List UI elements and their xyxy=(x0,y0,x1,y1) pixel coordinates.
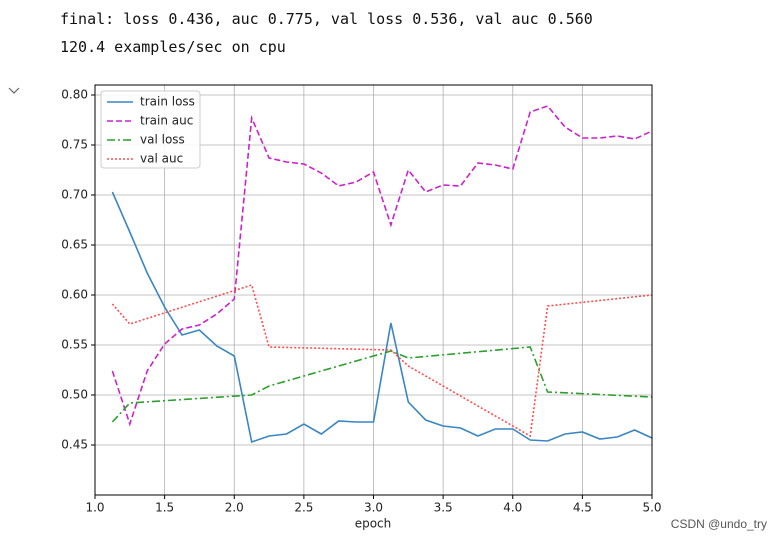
output-line: 120.4 examples/sec on cpu xyxy=(60,38,286,56)
output-line: final: loss 0.436, auc 0.775, val loss 0… xyxy=(60,10,593,28)
y-tick-label: 0.65 xyxy=(61,238,88,252)
legend-label: train loss xyxy=(140,95,195,109)
legend-box xyxy=(100,90,201,169)
legend-label: val loss xyxy=(140,133,185,147)
axes-frame xyxy=(94,84,653,496)
x-tick-label: 4.5 xyxy=(573,501,592,515)
series-line xyxy=(111,105,653,427)
y-tick-label: 0.55 xyxy=(61,338,88,352)
x-tick-label: 3.5 xyxy=(434,501,453,515)
watermark: CSDN @undo_try xyxy=(670,517,767,531)
legend: train loss train auc val loss val auc xyxy=(100,90,201,169)
x-tick-label: 5.0 xyxy=(642,501,661,515)
series-line xyxy=(111,191,653,444)
y-tick-label: 0.60 xyxy=(61,288,88,302)
x-tick-label: 2.0 xyxy=(225,501,244,515)
y-tick-label: 0.75 xyxy=(61,138,88,152)
collapse-chevron[interactable] xyxy=(8,87,20,94)
series-line xyxy=(111,346,653,423)
legend-label: train auc xyxy=(140,114,193,128)
series-line xyxy=(111,283,653,438)
y-tick-label: 0.80 xyxy=(61,88,88,102)
x-tick-label: 3.0 xyxy=(364,501,383,515)
x-tick-label: 4.0 xyxy=(503,501,522,515)
y-tick-label: 0.70 xyxy=(61,188,88,202)
x-tick-label: 2.5 xyxy=(294,501,313,515)
y-tick-label: 0.50 xyxy=(61,388,88,402)
legend-label: val auc xyxy=(140,152,183,166)
plot-lines xyxy=(111,105,653,444)
y-tick-label: 0.45 xyxy=(61,438,88,452)
x-tick-label: 1.0 xyxy=(85,501,104,515)
x-axis-label: epoch xyxy=(355,517,392,531)
x-tick-label: 1.5 xyxy=(155,501,174,515)
